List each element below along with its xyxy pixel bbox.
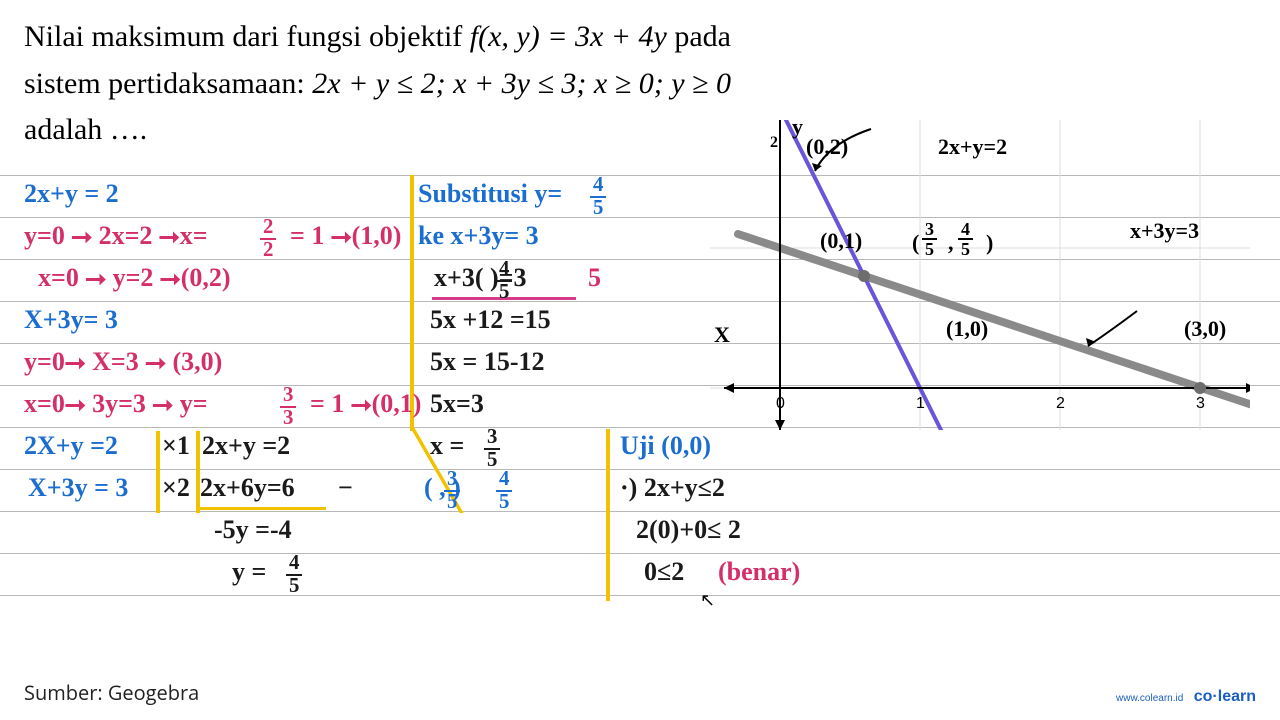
graph-annotation: y (792, 114, 803, 140)
graph-annotation: X (714, 322, 730, 348)
handwriting: x=0⭢ 3y=3 ⭢ y= (24, 389, 208, 420)
handwriting: = 1 ⭢(1,0) (290, 221, 401, 252)
fraction: 45 (496, 259, 512, 303)
handwriting: y=0⭢ X=3 ⭢ (3,0) (24, 347, 222, 378)
handwriting: ·) 2x+y≤2 (620, 473, 725, 503)
handwriting: Uji (0,0) (620, 431, 711, 461)
graph-fraction: 35 (922, 220, 937, 258)
handwriting: ke x+3y= 3 (418, 221, 539, 251)
handwriting: 2X+y =2 (24, 431, 118, 461)
handwriting: (benar) (718, 557, 800, 587)
graph-svg: 0 1 2 3 (710, 120, 1250, 430)
ruled-line (0, 553, 1280, 595)
svg-text:3: 3 (1196, 395, 1205, 412)
svg-text:0: 0 (776, 395, 785, 412)
pointer-cursor-icon: ↖ (700, 590, 715, 611)
handwriting: 5x = 15-12 (430, 347, 544, 377)
graph-fraction: 45 (958, 220, 973, 258)
handwriting: Substitusi y= (418, 179, 562, 209)
problem-text: Nilai maksimum dari fungsi objektif (24, 20, 470, 53)
graph-annotation: (1,0) (946, 316, 988, 342)
column-divider (606, 429, 610, 601)
graph-annotation: (3,0) (1184, 316, 1226, 342)
handwriting: ×2 (162, 473, 190, 503)
graph-annotation: ( (912, 230, 919, 256)
handwriting: 5 (588, 263, 601, 293)
handwriting: X+3y = 3 (28, 473, 128, 503)
objective-function: f(x, y) = 3x + 4y (470, 20, 667, 53)
fraction: 35 (484, 427, 500, 471)
problem-text: sistem pertidaksamaan: (24, 67, 312, 100)
graph-annotation: ) (986, 230, 993, 256)
brand-footer: www.colearn.id co·learn (1116, 688, 1256, 706)
brand-url: www.colearn.id (1116, 693, 1183, 704)
fraction: 45 (286, 553, 302, 597)
problem-text: pada (674, 20, 731, 53)
underline-yellow (200, 507, 326, 510)
handwriting: y = (232, 557, 266, 587)
fraction: 22 (260, 217, 276, 261)
source-caption: Sumber: Geogebra (24, 679, 199, 706)
handwriting: 5x=3 (430, 389, 484, 419)
fraction: 45 (496, 469, 512, 513)
graph-annotation: (0,2) (806, 134, 848, 160)
handwriting: 2x+y = 2 (24, 179, 119, 209)
graph-annotation: 2x+y=2 (938, 134, 1007, 160)
graph-annotation: x+3y=3 (1130, 218, 1199, 244)
feasible-region-graph: 0123 y(0,2)2x+y=2(0,1)(,)x+3y=3(1,0)(3,0… (710, 120, 1250, 430)
svg-text:1: 1 (916, 395, 925, 412)
handwriting: 5x +12 =15 (430, 305, 551, 335)
constraint-system: 2x + y ≤ 2; x + 3y ≤ 3; x ≥ 0; y ≥ 0 (312, 67, 731, 100)
problem-line-1: Nilai maksimum dari fungsi objektif f(x,… (24, 14, 1256, 61)
handwriting: = 1 ⭢(0,1) (310, 389, 421, 420)
handwriting: 0≤2 (644, 557, 684, 587)
handwriting: x = (430, 431, 464, 461)
graph-annotation: , (948, 230, 954, 256)
column-divider (156, 431, 160, 513)
fraction: 45 (590, 175, 606, 219)
handwriting: y=0 ⭢ 2x=2 ⭢x= (24, 221, 208, 252)
brand-name: co·learn (1194, 688, 1256, 705)
handwriting: X+3y= 3 (24, 305, 118, 335)
handwriting: -5y =-4 (214, 515, 292, 545)
graph-annotation: 2 (770, 134, 778, 152)
graph-annotation: (0,1) (820, 228, 862, 254)
fraction: 33 (280, 385, 296, 429)
ruled-line (0, 595, 1280, 637)
handwriting: ×1 (162, 431, 190, 461)
problem-line-2: sistem pertidaksamaan: 2x + y ≤ 2; x + 3… (24, 61, 1256, 108)
handwriting: 2(0)+0≤ 2 (636, 515, 741, 545)
fraction: 35 (444, 469, 460, 513)
handwriting: − (338, 473, 353, 503)
handwriting: 2x+6y=6 (200, 473, 295, 503)
handwriting: 2x+y =2 (202, 431, 290, 461)
handwriting: x=0 ⭢ y=2 ⭢(0,2) (38, 263, 231, 294)
handwriting: x+3( )=3 (434, 263, 526, 293)
svg-text:2: 2 (1056, 395, 1065, 412)
